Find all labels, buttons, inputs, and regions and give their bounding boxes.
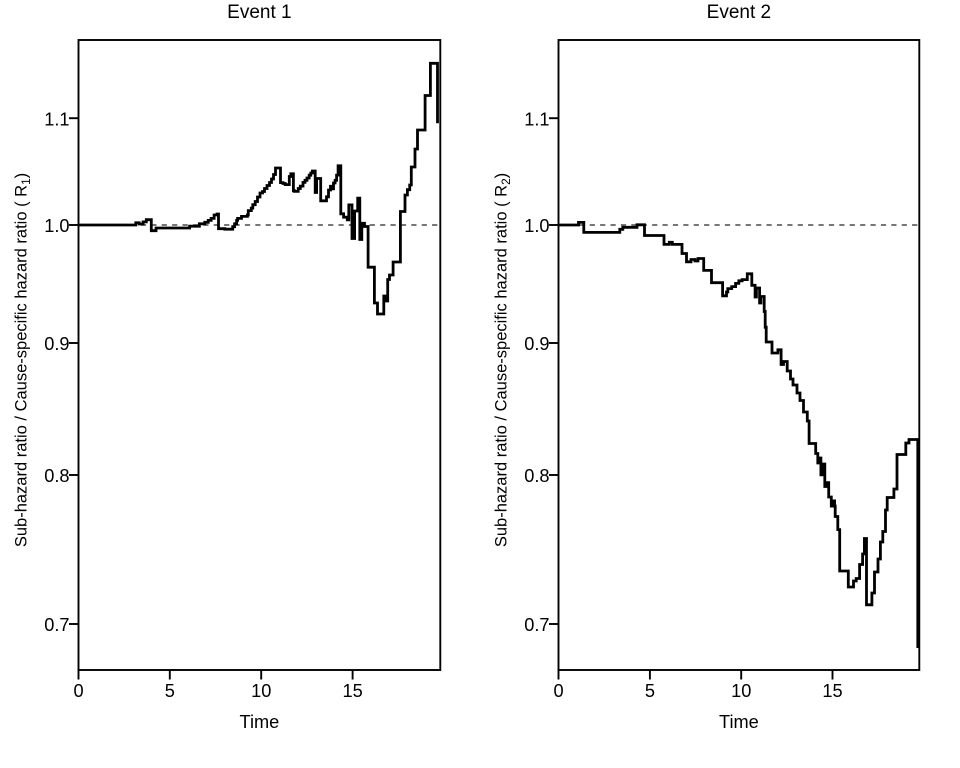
svg-text:Sub-hazard ratio / Cause-speci: Sub-hazard ratio / Cause-specific hazard… (13, 173, 34, 547)
svg-text:0.9: 0.9 (44, 334, 69, 354)
svg-text:0.8: 0.8 (44, 466, 69, 486)
svg-text:0.8: 0.8 (524, 466, 549, 486)
svg-text:0.9: 0.9 (524, 334, 549, 354)
svg-text:15: 15 (342, 681, 362, 701)
svg-text:Time: Time (719, 712, 759, 732)
svg-text:Event 1: Event 1 (227, 2, 291, 23)
svg-text:10: 10 (251, 681, 271, 701)
svg-text:5: 5 (645, 681, 655, 701)
svg-text:0: 0 (553, 681, 563, 701)
svg-text:0: 0 (73, 681, 83, 701)
svg-text:1.1: 1.1 (44, 109, 69, 129)
svg-text:Sub-hazard ratio / Cause-speci: Sub-hazard ratio / Cause-specific hazard… (493, 173, 514, 547)
svg-text:1.1: 1.1 (524, 109, 549, 129)
svg-text:10: 10 (731, 681, 751, 701)
svg-text:1.0: 1.0 (524, 216, 549, 236)
svg-text:15: 15 (822, 681, 842, 701)
svg-text:0.7: 0.7 (44, 615, 69, 635)
svg-text:0.7: 0.7 (524, 615, 549, 635)
svg-text:Event 2: Event 2 (707, 2, 771, 23)
svg-text:5: 5 (165, 681, 175, 701)
svg-text:1.0: 1.0 (44, 216, 69, 236)
svg-text:Time: Time (240, 712, 280, 732)
